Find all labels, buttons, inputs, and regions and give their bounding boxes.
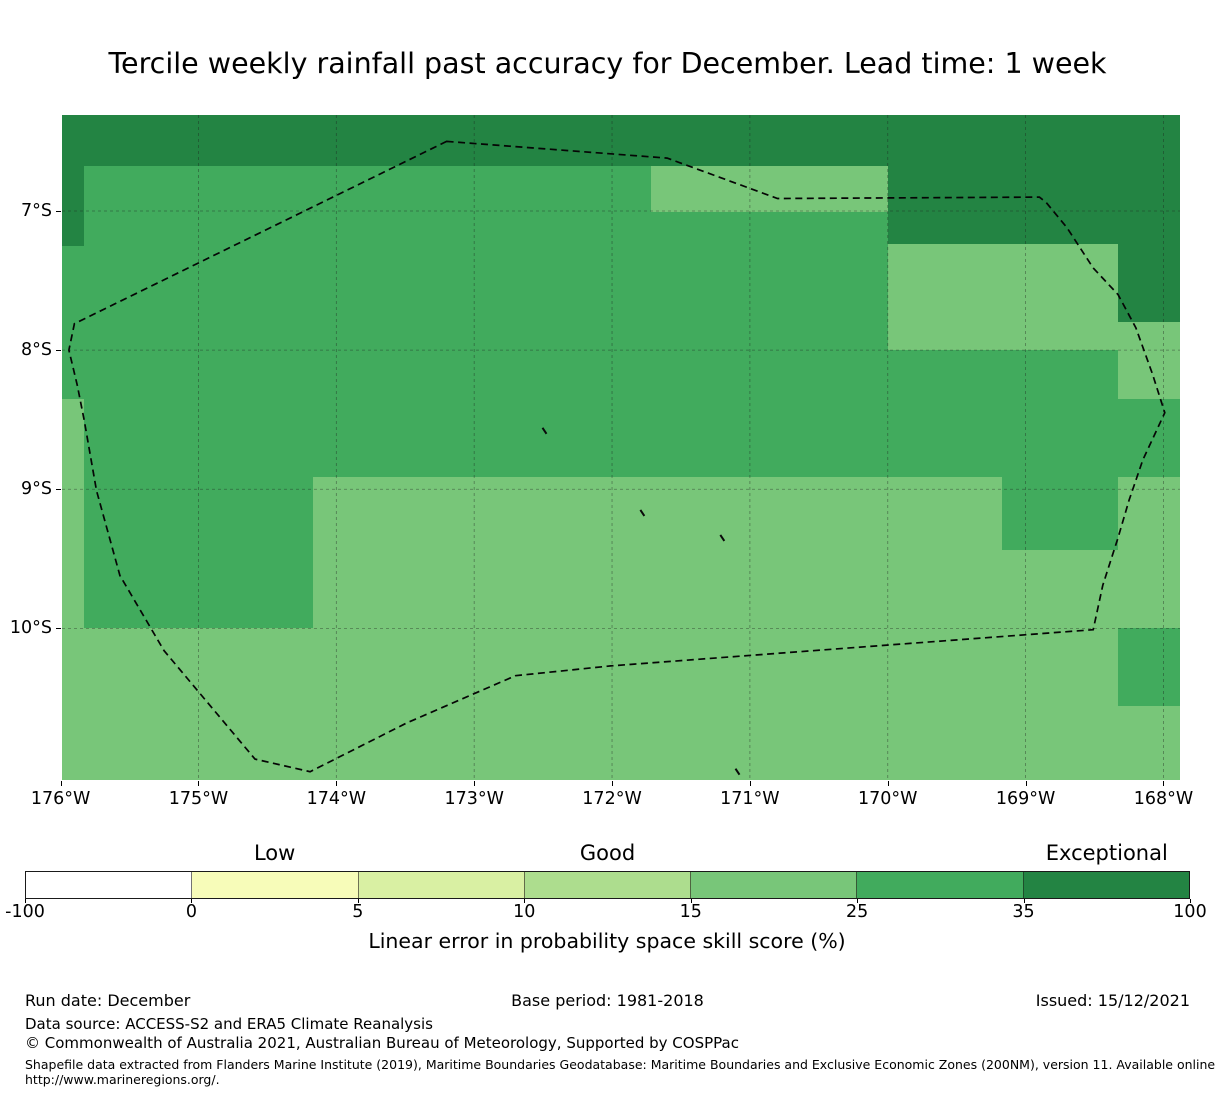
colorbar-category-label: Exceptional bbox=[1045, 841, 1168, 865]
colorbar-segment bbox=[857, 872, 1024, 898]
colorbar-tick bbox=[1023, 899, 1025, 903]
footer-shapefile-line1: Shapefile data extracted from Flanders M… bbox=[25, 1057, 1215, 1072]
colorbar-tick bbox=[690, 899, 692, 903]
x-axis-tick bbox=[60, 781, 62, 786]
island-mark bbox=[734, 768, 741, 776]
y-axis-tick-label: 9°S bbox=[21, 479, 52, 500]
map-cell-15-25 bbox=[312, 476, 1003, 629]
y-axis-tick bbox=[56, 628, 61, 630]
colorbar-segment bbox=[358, 872, 525, 898]
map-cell-15-25 bbox=[650, 166, 888, 213]
x-axis-tick bbox=[1025, 781, 1027, 786]
colorbar-tick-label: 0 bbox=[185, 902, 197, 922]
footer-run-date: Run date: December bbox=[25, 991, 191, 1010]
colorbar-axis-label: Linear error in probability space skill … bbox=[368, 929, 846, 953]
colorbar-tick-label: 100 bbox=[1173, 902, 1207, 922]
y-axis-tick-label: 10°S bbox=[9, 618, 52, 639]
map-overlay bbox=[62, 115, 1180, 780]
y-axis: 7°S 8°S 9°S 10°S bbox=[0, 0, 52, 1095]
map-cell-35-100 bbox=[62, 115, 85, 246]
footer-base-period: Base period: 1981-2018 bbox=[511, 991, 704, 1010]
x-axis-tick-label: 173°W bbox=[444, 789, 504, 809]
colorbar-tick-label: 35 bbox=[1012, 902, 1035, 922]
x-axis-tick-label: 169°W bbox=[995, 789, 1056, 809]
colorbar-segment bbox=[1023, 872, 1189, 898]
colorbar-segment bbox=[691, 872, 858, 898]
map-cell-35-100 bbox=[887, 115, 1118, 245]
y-axis-tick bbox=[56, 210, 61, 212]
colorbar-category-label: Low bbox=[253, 841, 296, 865]
x-axis-tick-label: 176°W bbox=[30, 789, 91, 809]
map-cell-15-25 bbox=[1117, 476, 1180, 629]
x-axis-tick-label: 172°W bbox=[582, 789, 642, 809]
island-mark bbox=[719, 534, 726, 542]
x-axis-tick bbox=[1163, 781, 1165, 786]
y-axis-tick bbox=[56, 350, 61, 352]
x-axis-tick-label: 174°W bbox=[306, 789, 367, 809]
x-axis-tick bbox=[474, 781, 476, 786]
map-cell-35-100 bbox=[1117, 115, 1180, 323]
x-axis-tick bbox=[198, 781, 200, 786]
colorbar-segment bbox=[26, 872, 193, 898]
colorbar-tick-label: 15 bbox=[679, 902, 702, 922]
colorbar-tick bbox=[25, 899, 26, 903]
eez-boundary-line bbox=[68, 140, 1166, 773]
footer-data-source: Data source: ACCESS-S2 and ERA5 Climate … bbox=[25, 1015, 433, 1033]
x-axis-tick-label: 168°W bbox=[1133, 789, 1194, 809]
colorbar-tick bbox=[1190, 899, 1191, 903]
footer-issued: Issued: 15/12/2021 bbox=[1035, 991, 1190, 1010]
colorbar-tick bbox=[524, 899, 526, 903]
y-axis-tick-label: 8°S bbox=[21, 340, 52, 361]
colorbar-category-label: Good bbox=[579, 841, 636, 865]
page-title: Tercile weekly rainfall past accuracy fo… bbox=[108, 47, 1107, 80]
colorbar bbox=[25, 871, 1190, 899]
x-axis-tick bbox=[612, 781, 614, 786]
colorbar-tick bbox=[857, 899, 859, 903]
colorbar-tick bbox=[357, 899, 359, 903]
map-cell-15-25 bbox=[1117, 322, 1180, 399]
y-axis-tick-label: 7°S bbox=[21, 200, 52, 221]
map-cell-25-35 bbox=[1117, 628, 1180, 707]
y-axis-tick bbox=[56, 489, 61, 491]
x-axis-tick-label: 175°W bbox=[168, 789, 229, 809]
colorbar-tick-label: -100 bbox=[5, 902, 45, 922]
map-canvas bbox=[62, 115, 1180, 780]
colorbar-segment bbox=[192, 872, 359, 898]
footer-shapefile-line2: http://www.marineregions.org/. bbox=[25, 1072, 220, 1087]
x-axis-tick bbox=[749, 781, 751, 786]
x-axis-tick bbox=[887, 781, 889, 786]
colorbar-tick-label: 10 bbox=[513, 902, 536, 922]
x-axis-tick-label: 171°W bbox=[720, 789, 780, 809]
island-mark bbox=[639, 509, 646, 517]
colorbar-tick-label: 5 bbox=[352, 902, 364, 922]
colorbar-tick-label: 25 bbox=[846, 902, 869, 922]
footer-copyright: © Commonwealth of Australia 2021, Austra… bbox=[25, 1034, 739, 1052]
map-cell-15-25 bbox=[1002, 550, 1118, 629]
map-cell-15-25 bbox=[887, 244, 1118, 351]
x-axis-tick bbox=[336, 781, 338, 786]
colorbar-segment bbox=[524, 872, 692, 898]
x-axis-tick-label: 170°W bbox=[858, 789, 918, 809]
colorbar-tick bbox=[191, 899, 193, 903]
map-cell-15-25 bbox=[62, 628, 1180, 780]
island-mark bbox=[541, 427, 548, 435]
